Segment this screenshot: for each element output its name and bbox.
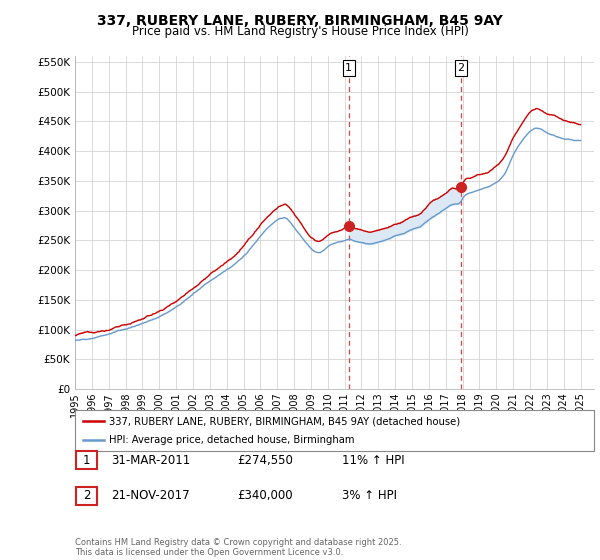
Text: 1: 1: [83, 454, 90, 467]
Text: £340,000: £340,000: [237, 489, 293, 502]
Text: 21-NOV-2017: 21-NOV-2017: [111, 489, 190, 502]
Text: HPI: Average price, detached house, Birmingham: HPI: Average price, detached house, Birm…: [109, 435, 354, 445]
Text: £274,550: £274,550: [237, 454, 293, 467]
Text: 2: 2: [457, 63, 464, 73]
Text: 2: 2: [83, 489, 90, 502]
Text: Contains HM Land Registry data © Crown copyright and database right 2025.
This d: Contains HM Land Registry data © Crown c…: [75, 538, 401, 557]
Text: 3% ↑ HPI: 3% ↑ HPI: [342, 489, 397, 502]
Text: 337, RUBERY LANE, RUBERY, BIRMINGHAM, B45 9AY (detached house): 337, RUBERY LANE, RUBERY, BIRMINGHAM, B4…: [109, 417, 460, 426]
Text: 11% ↑ HPI: 11% ↑ HPI: [342, 454, 404, 467]
Text: Price paid vs. HM Land Registry's House Price Index (HPI): Price paid vs. HM Land Registry's House …: [131, 25, 469, 38]
Text: 31-MAR-2011: 31-MAR-2011: [111, 454, 190, 467]
Text: 337, RUBERY LANE, RUBERY, BIRMINGHAM, B45 9AY: 337, RUBERY LANE, RUBERY, BIRMINGHAM, B4…: [97, 14, 503, 28]
Text: 1: 1: [346, 63, 352, 73]
